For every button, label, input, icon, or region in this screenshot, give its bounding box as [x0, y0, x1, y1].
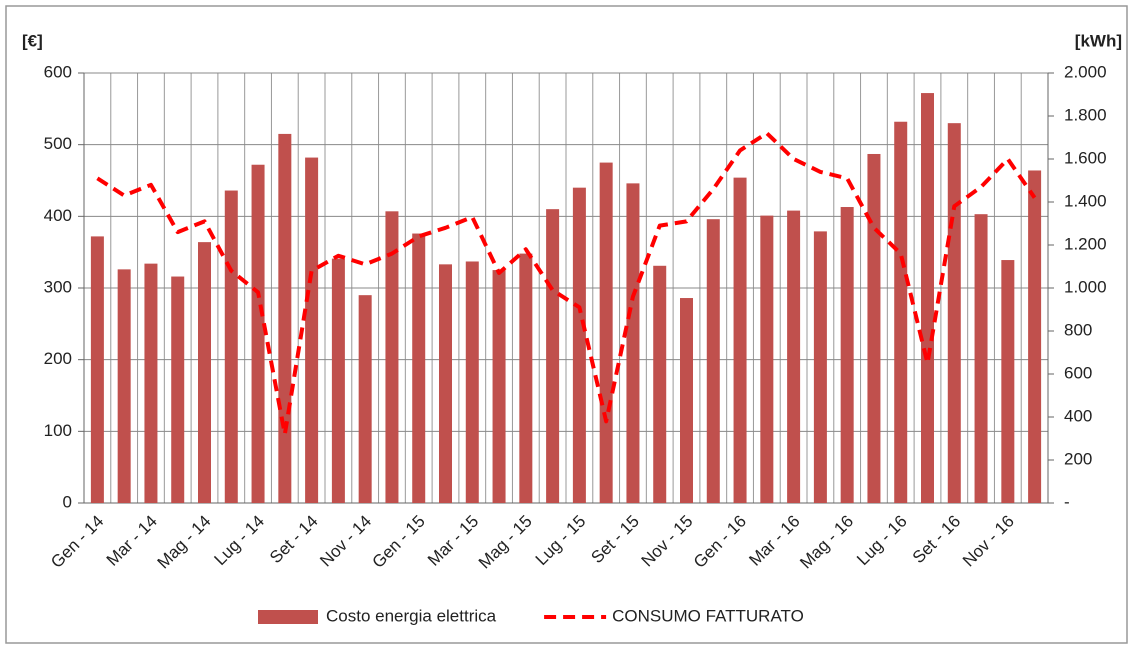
y-tick-label: 0: [63, 492, 72, 511]
bar: [653, 265, 667, 503]
bar: [519, 253, 533, 503]
bar: [760, 215, 774, 503]
bar: [385, 211, 399, 504]
y2-tick-label: 1.000: [1064, 277, 1107, 296]
bar: [90, 236, 104, 503]
bar: [733, 177, 747, 503]
bar: [921, 93, 934, 504]
bar: [492, 270, 506, 503]
bar: [331, 258, 345, 503]
y-tick-label: 400: [44, 206, 72, 225]
y-tick-label: 100: [44, 421, 72, 440]
bar: [626, 183, 640, 503]
bar: [1001, 260, 1015, 503]
bar: [439, 264, 452, 503]
bar: [305, 157, 319, 504]
y2-tick-label: 2.000: [1064, 62, 1107, 81]
legend-swatch: [258, 610, 318, 624]
y-tick-label: 500: [44, 134, 72, 153]
bar: [251, 164, 265, 503]
line-series: [96, 131, 1037, 437]
y2-tick-label: 200: [1064, 449, 1092, 468]
bar: [706, 219, 720, 503]
y2-tick-label: 600: [1064, 363, 1092, 382]
y2-tick-label: 1.200: [1064, 234, 1107, 253]
y2-axis-title: [kWh]: [1075, 31, 1122, 50]
y-tick-label: 600: [44, 62, 72, 81]
bar: [813, 231, 827, 503]
bar: [974, 214, 988, 503]
legend-label: CONSUMO FATTURATO: [612, 606, 804, 625]
bar: [278, 133, 292, 503]
bar: [947, 123, 961, 504]
bar: [1028, 170, 1042, 503]
bar: [546, 209, 560, 503]
y2-tick-label: 1.400: [1064, 191, 1107, 210]
y2-tick-label: 1.600: [1064, 148, 1107, 167]
bar: [224, 190, 238, 504]
y-tick-label: 300: [44, 277, 72, 296]
bar: [894, 121, 908, 503]
bar: [171, 276, 185, 503]
bar: [787, 210, 801, 503]
bar: [599, 162, 613, 504]
bar: [680, 298, 693, 503]
y2-tick-label: 800: [1064, 320, 1092, 339]
y2-tick-label: 1.800: [1064, 105, 1107, 124]
bar: [412, 233, 426, 504]
y-tick-label: 200: [44, 349, 72, 368]
bar: [840, 207, 854, 503]
y2-tick-label: 400: [1064, 406, 1092, 425]
y2-tick-label: -: [1064, 492, 1070, 511]
y-axis-title: [€]: [22, 31, 43, 50]
bar: [867, 153, 881, 503]
bar: [198, 242, 211, 503]
bar: [144, 263, 158, 503]
bar: [465, 261, 479, 503]
legend-label: Costo energia elettrica: [326, 606, 497, 625]
bar: [358, 295, 372, 503]
bar: [572, 187, 586, 503]
bar: [117, 269, 131, 503]
